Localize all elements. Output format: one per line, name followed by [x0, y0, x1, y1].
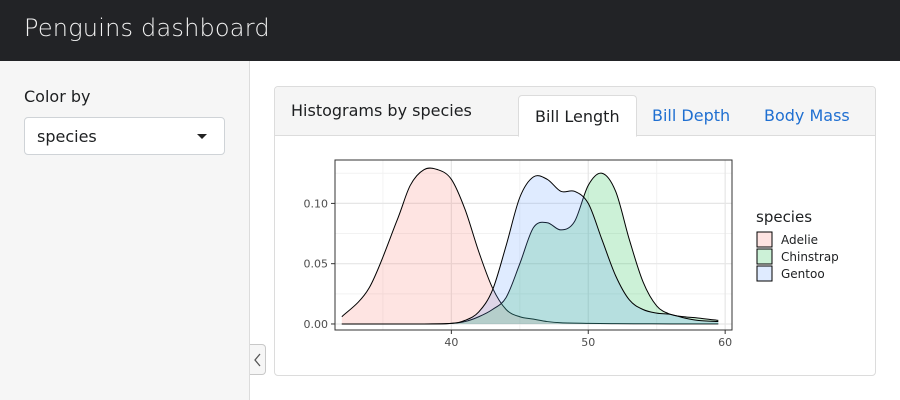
x-tick-label: 60	[718, 336, 732, 349]
sidebar: Color by species	[0, 61, 250, 400]
density-area-adelie	[341, 168, 719, 324]
legend-label: Gentoo	[781, 267, 825, 281]
density-line-adelie	[341, 167, 719, 325]
legend-key	[756, 248, 773, 265]
y-tick-label: 0.10	[304, 197, 329, 210]
card-title: Histograms by species	[291, 101, 472, 120]
x-tick-label: 40	[444, 336, 458, 349]
density-area-gentoo	[341, 175, 719, 325]
x-tick-label: 50	[581, 336, 595, 349]
legend-key-bg	[757, 249, 772, 264]
sidebar-collapse-button[interactable]	[250, 344, 266, 375]
color-by-select-value: species	[37, 127, 97, 146]
density-area-chinstrap	[341, 173, 719, 325]
legend-title: species	[756, 208, 812, 226]
tab-body-mass[interactable]: Body Mass	[764, 106, 850, 125]
card-header: Histograms by species Bill Length Bill D…	[275, 87, 875, 137]
legend-key-bg	[757, 266, 772, 281]
y-tick-label: 0.05	[304, 258, 329, 271]
color-by-label: Color by	[24, 87, 91, 106]
plot-panel	[335, 160, 732, 330]
legend-label: Adelie	[781, 233, 818, 247]
tab-bill-length[interactable]: Bill Length	[518, 95, 637, 137]
y-tick-label: 0.00	[304, 318, 329, 331]
legend-key-bg	[757, 232, 772, 247]
density-line-gentoo	[341, 175, 719, 325]
legend-key	[756, 265, 773, 282]
chevron-left-icon	[254, 353, 261, 367]
color-by-select[interactable]: species	[24, 117, 225, 155]
app-title: Penguins dashboard	[24, 14, 270, 42]
legend-key	[756, 231, 773, 248]
legend-label: Chinstrap	[781, 250, 839, 264]
navbar: Penguins dashboard	[0, 0, 900, 61]
density-plot: 40 50 60 0.00 0.05 0.10 species Adelie Chinstrap…	[304, 159, 839, 349]
caret-down-icon	[197, 134, 207, 139]
plot-border	[334, 159, 733, 331]
density-line-chinstrap	[341, 172, 719, 325]
tab-bill-depth[interactable]: Bill Depth	[652, 106, 731, 125]
